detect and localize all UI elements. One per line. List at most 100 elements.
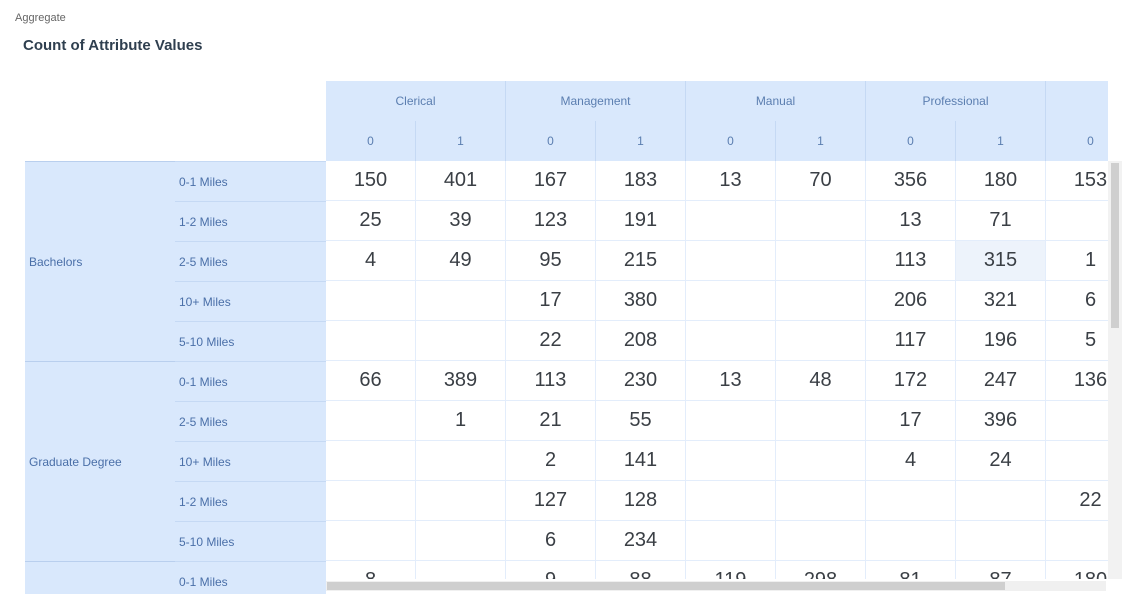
- table-cell[interactable]: [776, 401, 866, 441]
- table-cell[interactable]: 88: [596, 561, 686, 579]
- table-cell[interactable]: 66: [326, 361, 416, 401]
- table-cell[interactable]: 24: [956, 441, 1046, 481]
- table-cell[interactable]: [326, 521, 416, 561]
- table-cell[interactable]: 234: [596, 521, 686, 561]
- table-cell[interactable]: 113: [506, 361, 596, 401]
- table-cell[interactable]: 13: [686, 161, 776, 201]
- table-cell[interactable]: 141: [596, 441, 686, 481]
- table-cell[interactable]: 49: [416, 241, 506, 281]
- table-cell[interactable]: 136: [1046, 361, 1108, 401]
- sub-column-header[interactable]: 0: [1046, 121, 1108, 161]
- table-cell[interactable]: [416, 481, 506, 521]
- table-cell[interactable]: 95: [506, 241, 596, 281]
- row-header[interactable]: 1-2 Miles: [175, 481, 326, 521]
- table-cell[interactable]: [686, 201, 776, 241]
- table-cell[interactable]: 180: [1046, 561, 1108, 579]
- sub-column-header[interactable]: 0: [326, 121, 416, 161]
- table-cell[interactable]: 113: [866, 241, 956, 281]
- column-header[interactable]: Clerical: [326, 81, 506, 121]
- table-cell[interactable]: [416, 561, 506, 579]
- table-cell[interactable]: 167: [506, 161, 596, 201]
- row-group-header[interactable]: [25, 561, 175, 594]
- table-cell[interactable]: 206: [866, 281, 956, 321]
- table-cell[interactable]: 4: [326, 241, 416, 281]
- table-cell[interactable]: [1046, 401, 1108, 441]
- table-cell[interactable]: [866, 481, 956, 521]
- table-cell[interactable]: [416, 321, 506, 361]
- table-cell[interactable]: [326, 441, 416, 481]
- table-cell[interactable]: 4: [866, 441, 956, 481]
- row-group-header[interactable]: Bachelors: [25, 161, 175, 361]
- sub-column-header[interactable]: 1: [596, 121, 686, 161]
- table-cell[interactable]: 2: [506, 441, 596, 481]
- table-cell[interactable]: 127: [506, 481, 596, 521]
- table-cell[interactable]: 25: [326, 201, 416, 241]
- table-cell[interactable]: [866, 521, 956, 561]
- table-cell[interactable]: 9: [506, 561, 596, 579]
- table-cell[interactable]: 128: [596, 481, 686, 521]
- table-cell[interactable]: [1046, 441, 1108, 481]
- table-cell[interactable]: 153: [1046, 161, 1108, 201]
- table-cell[interactable]: 22: [1046, 481, 1108, 521]
- table-cell[interactable]: 315: [956, 241, 1046, 281]
- table-cell[interactable]: [776, 281, 866, 321]
- sub-column-header[interactable]: 0: [686, 121, 776, 161]
- column-header[interactable]: Skilled: [1046, 81, 1108, 121]
- sub-column-header[interactable]: 0: [506, 121, 596, 161]
- table-cell[interactable]: 247: [956, 361, 1046, 401]
- table-cell[interactable]: [1046, 521, 1108, 561]
- table-cell[interactable]: [776, 201, 866, 241]
- horizontal-scrollbar[interactable]: [326, 581, 1106, 591]
- column-header[interactable]: Professional: [866, 81, 1046, 121]
- table-cell[interactable]: 39: [416, 201, 506, 241]
- table-cell[interactable]: 22: [506, 321, 596, 361]
- table-cell[interactable]: [776, 241, 866, 281]
- table-cell[interactable]: [776, 521, 866, 561]
- table-cell[interactable]: [686, 281, 776, 321]
- table-cell[interactable]: 13: [686, 361, 776, 401]
- table-cell[interactable]: [416, 281, 506, 321]
- table-cell[interactable]: [326, 321, 416, 361]
- row-header[interactable]: 10+ Miles: [175, 441, 326, 481]
- table-cell[interactable]: 208: [596, 321, 686, 361]
- column-header[interactable]: Manual: [686, 81, 866, 121]
- table-cell[interactable]: 70: [776, 161, 866, 201]
- table-cell[interactable]: [686, 401, 776, 441]
- row-group-header[interactable]: Graduate Degree: [25, 361, 175, 561]
- table-cell[interactable]: 215: [596, 241, 686, 281]
- table-cell[interactable]: [776, 441, 866, 481]
- table-cell[interactable]: 8: [326, 561, 416, 579]
- table-cell[interactable]: 150: [326, 161, 416, 201]
- table-cell[interactable]: 123: [506, 201, 596, 241]
- table-cell[interactable]: 1: [416, 401, 506, 441]
- table-cell[interactable]: 48: [776, 361, 866, 401]
- table-cell[interactable]: 321: [956, 281, 1046, 321]
- vertical-scrollbar[interactable]: [1108, 161, 1122, 579]
- row-header[interactable]: 2-5 Miles: [175, 241, 326, 281]
- table-cell[interactable]: [326, 401, 416, 441]
- table-cell[interactable]: 71: [956, 201, 1046, 241]
- table-cell[interactable]: [686, 241, 776, 281]
- sub-column-header[interactable]: 1: [776, 121, 866, 161]
- table-cell[interactable]: 298: [776, 561, 866, 579]
- table-cell[interactable]: 6: [1046, 281, 1108, 321]
- table-cell[interactable]: 6: [506, 521, 596, 561]
- sub-column-header[interactable]: 1: [416, 121, 506, 161]
- table-cell[interactable]: 87: [956, 561, 1046, 579]
- row-header[interactable]: 10+ Miles: [175, 281, 326, 321]
- table-cell[interactable]: 81: [866, 561, 956, 579]
- table-cell[interactable]: 119: [686, 561, 776, 579]
- table-cell[interactable]: [326, 281, 416, 321]
- row-header[interactable]: 0-1 Miles: [175, 361, 326, 401]
- table-cell[interactable]: [1046, 201, 1108, 241]
- column-header[interactable]: Management: [506, 81, 686, 121]
- table-cell[interactable]: [686, 321, 776, 361]
- table-cell[interactable]: 5: [1046, 321, 1108, 361]
- table-cell[interactable]: [686, 441, 776, 481]
- row-header[interactable]: 5-10 Miles: [175, 321, 326, 361]
- table-cell[interactable]: 396: [956, 401, 1046, 441]
- table-cell[interactable]: [416, 521, 506, 561]
- row-header[interactable]: 5-10 Miles: [175, 521, 326, 561]
- table-cell[interactable]: 13: [866, 201, 956, 241]
- sub-column-header[interactable]: 0: [866, 121, 956, 161]
